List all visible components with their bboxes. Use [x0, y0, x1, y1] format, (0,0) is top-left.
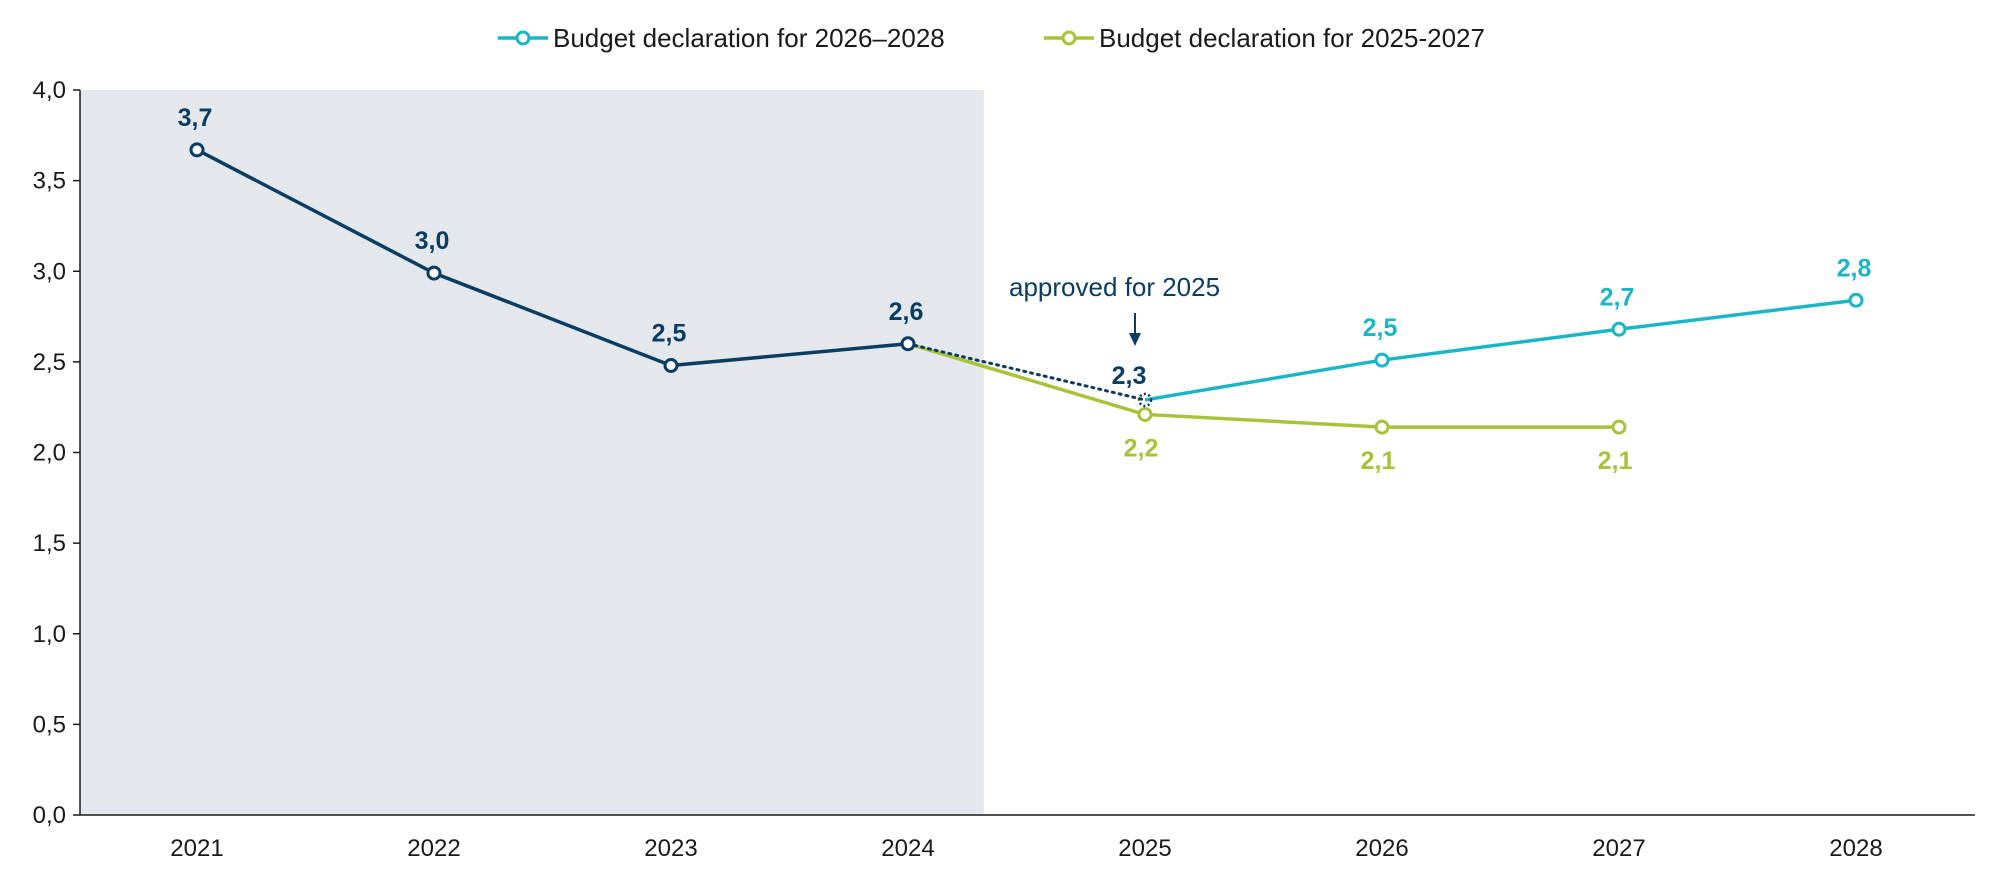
annotation-arrow-head	[1129, 333, 1141, 346]
y-tick-label: 4,0	[33, 77, 66, 104]
series-2025-2027-point	[1611, 419, 1627, 435]
y-tick-label: 3,5	[33, 168, 66, 195]
legend-item-2026-2028-marker	[515, 30, 531, 46]
x-tick-label: 2023	[644, 835, 697, 862]
actual-data-label: 3,7	[178, 104, 213, 132]
y-tick-label: 2,0	[33, 440, 66, 467]
legend-item-2026-2028-label: Budget declaration for 2026–2028	[553, 23, 945, 53]
actual-point	[426, 265, 442, 281]
series-2025-2027-data-label: 2,1	[1598, 447, 1633, 475]
historical-shade	[80, 90, 984, 815]
actual-data-label: 3,0	[415, 227, 450, 255]
series-2025-2027-line	[907, 342, 1619, 429]
annotation-text: approved for 2025	[1009, 272, 1220, 302]
series-2025-2027-point	[1137, 406, 1153, 422]
approved-point	[1137, 392, 1153, 408]
series-2026-2028-data-label: 2,5	[1363, 314, 1398, 342]
actual-data-label: 2,5	[652, 320, 687, 348]
x-tick-label: 2028	[1829, 835, 1882, 862]
approved-dotted-line	[906, 342, 1147, 402]
x-tick-label: 2027	[1592, 835, 1645, 862]
series-2025-2027-data-label: 2,1	[1361, 447, 1396, 475]
series-2026-2028-point	[1848, 292, 1864, 308]
approved-data-label: 2,3	[1112, 362, 1147, 390]
series-2025-2027-point	[1374, 419, 1390, 435]
y-tick-label: 0,0	[33, 802, 66, 829]
series-2026-2028-data-label: 2,7	[1600, 283, 1635, 311]
actual-data-label: 2,6	[889, 298, 924, 326]
y-tick-label: 1,5	[33, 530, 66, 557]
series-2026-2028-point	[1611, 321, 1627, 337]
actual-point	[189, 142, 205, 158]
y-tick-label: 1,0	[33, 621, 66, 648]
actual-point	[663, 358, 679, 373]
y-tick-label: 0,5	[33, 711, 66, 738]
x-tick-label: 2021	[170, 835, 223, 862]
legend-item-2025-2027-label: Budget declaration for 2025-2027	[1099, 23, 1485, 53]
actual-point	[900, 336, 916, 352]
actual-line	[196, 148, 909, 368]
legend-item-2025-2027-marker	[1061, 30, 1077, 46]
x-tick-label: 2022	[407, 835, 460, 862]
y-tick-label: 3,0	[33, 258, 66, 285]
series-2026-2028-line	[1144, 298, 1857, 402]
series-2026-2028-data-label: 2,8	[1837, 254, 1872, 282]
x-tick-label: 2024	[881, 835, 934, 862]
series-2025-2027-data-label: 2,2	[1124, 434, 1159, 462]
y-tick-label: 2,5	[33, 349, 66, 376]
x-tick-label: 2026	[1355, 835, 1408, 862]
series-2026-2028-point	[1374, 352, 1390, 368]
x-tick-label: 2025	[1118, 835, 1171, 862]
